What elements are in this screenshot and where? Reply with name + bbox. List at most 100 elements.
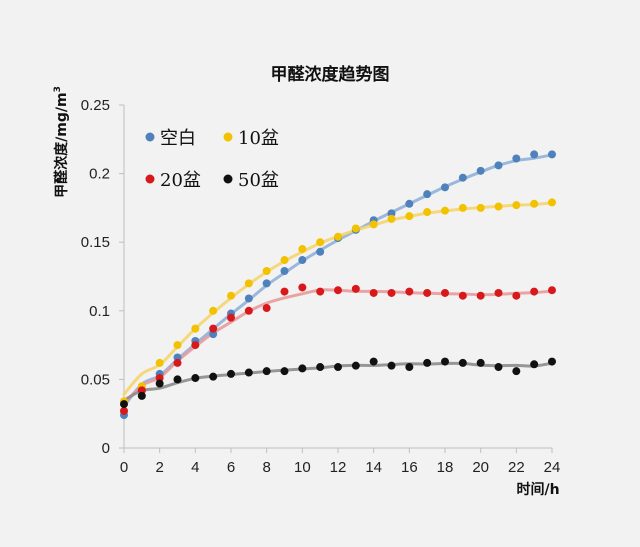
- data-point-series-1: [494, 202, 503, 211]
- y-tick-label: 0: [102, 440, 110, 457]
- data-point-series-3: [548, 357, 556, 366]
- data-point-series-3: [423, 358, 432, 367]
- data-point-series-3: [262, 367, 271, 376]
- data-point-series-1: [548, 198, 556, 207]
- data-point-series-2: [405, 287, 414, 296]
- data-point-series-1: [512, 201, 521, 210]
- data-point-series-3: [387, 361, 396, 370]
- data-point-series-0: [441, 183, 449, 192]
- data-point-series-2: [227, 313, 235, 322]
- x-tick-label: 22: [508, 459, 525, 476]
- y-axis-title-superscript: 3: [53, 86, 63, 92]
- data-point-series-1: [244, 279, 253, 288]
- trend-line-series-2: [122, 288, 554, 406]
- data-point-series-2: [351, 284, 360, 293]
- x-tick-label: 16: [401, 459, 418, 476]
- data-point-series-2: [262, 304, 271, 313]
- data-point-series-3: [476, 358, 485, 367]
- data-point-series-0: [280, 267, 289, 276]
- legend-label-series-1: 10盆: [238, 128, 279, 149]
- y-tick-label: 0.15: [81, 234, 110, 251]
- data-point-series-3: [351, 361, 360, 370]
- data-point-series-3: [209, 372, 218, 381]
- data-point-series-0: [494, 161, 503, 170]
- data-point-series-2: [191, 341, 200, 350]
- data-point-series-2: [369, 288, 378, 297]
- data-point-series-0: [548, 150, 556, 159]
- data-point-series-1: [262, 267, 271, 276]
- data-point-series-2: [155, 374, 164, 383]
- data-point-series-1: [405, 212, 414, 221]
- y-tick-label: 0.25: [81, 97, 110, 114]
- data-point-series-3: [334, 363, 342, 372]
- data-point-series-1: [458, 203, 467, 212]
- legend-marker-series-1: [223, 132, 233, 142]
- data-point-series-1: [227, 291, 235, 300]
- x-tick-label: 8: [262, 459, 270, 476]
- data-point-series-1: [173, 341, 182, 350]
- data-point-series-2: [209, 324, 218, 333]
- data-point-series-3: [441, 357, 449, 366]
- data-point-series-1: [423, 208, 432, 217]
- legend-marker-series-2: [145, 174, 155, 184]
- data-point-series-2: [458, 291, 467, 300]
- legend-marker-series-0: [145, 132, 155, 142]
- x-tick-label: 12: [330, 459, 347, 476]
- data-point-series-2: [476, 291, 485, 300]
- data-point-series-1: [441, 206, 449, 215]
- y-tick-label: 0.2: [89, 166, 110, 183]
- x-axis-title: 时间/h: [516, 481, 559, 498]
- x-tick-label: 6: [227, 459, 235, 476]
- data-point-series-0: [387, 209, 396, 218]
- axes: 00.050.10.150.20.250 2 4 6 8 10 12 14 16 18 20 22 24: [81, 97, 561, 476]
- data-point-series-3: [530, 360, 539, 369]
- data-point-series-2: [244, 306, 253, 315]
- data-point-series-3: [120, 400, 128, 409]
- data-point-series-3: [155, 379, 164, 388]
- data-point-series-2: [316, 287, 325, 296]
- data-points: [120, 150, 556, 420]
- data-point-series-1: [209, 306, 218, 315]
- chart-title: 甲醛浓度趋势图: [271, 64, 390, 85]
- data-point-series-2: [298, 283, 307, 292]
- data-point-series-0: [530, 150, 539, 159]
- data-point-series-3: [316, 363, 325, 372]
- data-point-series-2: [137, 386, 146, 395]
- legend-marker-series-3: [223, 174, 233, 184]
- data-point-series-3: [137, 391, 146, 400]
- data-point-series-0: [244, 294, 253, 303]
- legend: 空白 10盆 20盆 50盆: [145, 128, 279, 191]
- data-point-series-1: [334, 232, 342, 241]
- data-point-series-1: [476, 203, 485, 212]
- data-point-series-0: [262, 279, 271, 288]
- x-tick-label: 0: [120, 459, 128, 476]
- data-point-series-0: [298, 256, 307, 265]
- data-point-series-3: [512, 367, 521, 376]
- legend-label-series-2: 20盆: [160, 170, 201, 191]
- x-tick-label: 10: [294, 459, 311, 476]
- data-point-series-2: [530, 287, 539, 296]
- data-point-series-3: [173, 375, 182, 384]
- data-point-series-3: [405, 363, 414, 372]
- data-point-series-0: [423, 190, 432, 199]
- x-tick-label: 2: [155, 459, 163, 476]
- data-point-series-1: [351, 224, 360, 233]
- data-point-series-0: [209, 330, 218, 339]
- data-point-series-3: [280, 367, 289, 376]
- data-point-series-3: [244, 368, 253, 377]
- data-point-series-1: [387, 214, 396, 223]
- data-point-series-1: [530, 199, 539, 208]
- y-axis-title: 甲醛浓度/mg/m3: [53, 86, 70, 198]
- data-point-series-2: [173, 358, 182, 367]
- data-point-series-2: [387, 288, 396, 297]
- x-tick-label: 20: [472, 459, 489, 476]
- data-point-series-2: [512, 291, 521, 300]
- data-point-series-0: [458, 173, 467, 182]
- y-tick-label: 0.05: [81, 371, 110, 388]
- data-point-series-1: [369, 220, 378, 229]
- data-point-series-0: [316, 247, 325, 256]
- data-point-series-0: [512, 154, 521, 163]
- x-tick-label: 14: [365, 459, 382, 476]
